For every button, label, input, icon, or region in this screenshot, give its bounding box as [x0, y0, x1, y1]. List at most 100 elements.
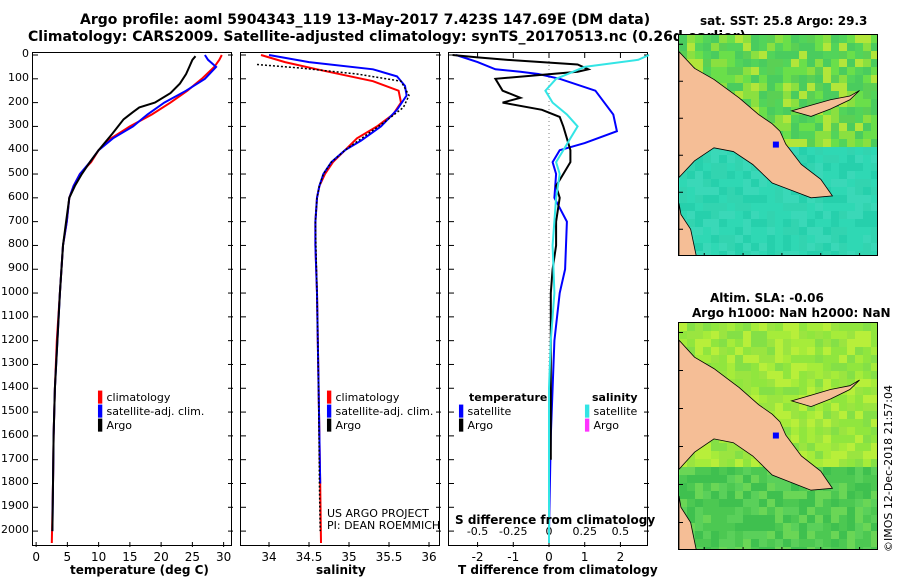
map-cell — [743, 331, 751, 339]
map-cell — [791, 147, 799, 155]
map-cell — [743, 459, 751, 467]
map-cell — [855, 523, 863, 531]
map-cell — [719, 491, 727, 499]
map-cell — [767, 83, 775, 91]
map-cell — [783, 355, 791, 363]
map-cell — [783, 483, 791, 491]
map-cell — [839, 195, 847, 203]
map-cell — [839, 211, 847, 219]
map-cell — [807, 227, 815, 235]
map-cell — [703, 499, 711, 507]
map-cell — [807, 131, 815, 139]
map-cell — [775, 475, 783, 483]
map-cell — [775, 195, 783, 203]
map-cell — [743, 539, 751, 547]
map-cell — [807, 251, 815, 255]
map-cell — [847, 523, 855, 531]
map-cell — [783, 507, 791, 515]
map-cell — [719, 147, 727, 155]
map-cell — [695, 155, 703, 163]
map-cell — [767, 323, 775, 331]
map-cell — [823, 67, 831, 75]
map-cell — [751, 339, 759, 347]
map-cell — [815, 507, 823, 515]
map-cell — [823, 419, 831, 427]
map-cell — [823, 203, 831, 211]
map-cell — [695, 227, 703, 235]
map-cell — [727, 443, 735, 451]
x-tick-label: 35.5 — [376, 550, 403, 564]
map-cell — [799, 83, 807, 91]
map-cell — [807, 67, 815, 75]
map-cell — [783, 91, 791, 99]
map-cell — [815, 515, 823, 523]
map-cell — [727, 203, 735, 211]
map-cell — [863, 387, 871, 395]
map-cell — [711, 483, 719, 491]
map-cell — [831, 147, 839, 155]
temperature-plot: 0 5 10 15 20 25 30 — [32, 54, 233, 564]
map-cell — [695, 211, 703, 219]
map-cell — [743, 387, 751, 395]
map-cell — [767, 235, 775, 243]
map-cell — [847, 131, 855, 139]
map-cell — [751, 507, 759, 515]
map-cell — [799, 59, 807, 67]
map-cell — [695, 235, 703, 243]
map-cell — [735, 43, 743, 51]
map-cell — [727, 347, 735, 355]
map-cell — [807, 539, 815, 547]
map-cell — [695, 43, 703, 51]
map-cell — [751, 547, 759, 549]
map-cell — [799, 155, 807, 163]
map-cell — [695, 331, 703, 339]
map-cell — [759, 539, 767, 547]
map-cell — [695, 219, 703, 227]
map-cell — [847, 251, 855, 255]
map-cell — [679, 331, 687, 339]
map-cell — [847, 475, 855, 483]
map-cell — [767, 59, 775, 67]
map-cell — [695, 355, 703, 363]
map-cell — [711, 523, 719, 531]
map-cell — [767, 379, 775, 387]
map-cell — [679, 499, 687, 507]
x-tick-label: 10 — [91, 550, 106, 564]
map-cell — [847, 499, 855, 507]
map-cell — [783, 371, 791, 379]
map-cell — [743, 531, 751, 539]
map-cell — [735, 91, 743, 99]
map-cell — [871, 395, 877, 403]
map-cell — [807, 83, 815, 91]
map-cell — [751, 43, 759, 51]
depth-tick-label: 800 — [8, 237, 29, 251]
map-cell — [815, 211, 823, 219]
map-cell — [743, 163, 751, 171]
map-cell — [839, 411, 847, 419]
map-cell — [679, 323, 687, 331]
map-cell — [839, 147, 847, 155]
map-cell — [847, 67, 855, 75]
map-cell — [711, 355, 719, 363]
map-cell — [735, 339, 743, 347]
map-cell — [871, 99, 877, 107]
map-cell — [783, 411, 791, 419]
map-cell — [855, 35, 863, 43]
map-cell — [711, 235, 719, 243]
map-cell — [759, 67, 767, 75]
map-cell — [799, 251, 807, 255]
map-cell — [783, 43, 791, 51]
map-cell — [783, 75, 791, 83]
map-cell — [807, 123, 815, 131]
map-cell — [823, 51, 831, 59]
map-cell — [727, 451, 735, 459]
map-cell — [799, 227, 807, 235]
map-cell — [743, 515, 751, 523]
map-cell — [687, 219, 695, 227]
map-cell — [839, 507, 847, 515]
map-cell — [823, 347, 831, 355]
map-cell — [767, 251, 775, 255]
map-cell — [863, 99, 871, 107]
map-cell — [735, 59, 743, 67]
map-cell — [679, 179, 687, 187]
